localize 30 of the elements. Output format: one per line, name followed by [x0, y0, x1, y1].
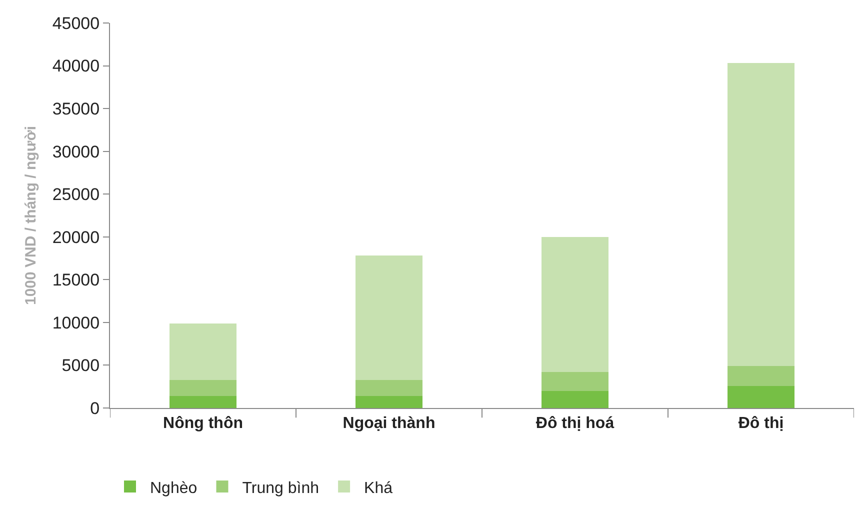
- bar: [542, 372, 608, 391]
- bar: [356, 256, 422, 380]
- legend-label: Nghèo: [150, 480, 198, 497]
- x-tick-label: Đô thị hoá: [536, 415, 614, 432]
- bar: [728, 366, 794, 386]
- x-tick-label: Đô thị: [738, 415, 784, 432]
- bar: [728, 63, 794, 366]
- bar: [542, 390, 608, 408]
- x-tick-label: Ngoại thành: [342, 415, 436, 432]
- legend-label: Trung bình: [242, 480, 320, 497]
- legend-label: Khá: [364, 480, 393, 497]
- bar: [170, 396, 236, 408]
- y-tick-label: 20000: [52, 228, 100, 247]
- y-tick-label: 0: [90, 398, 100, 418]
- y-tick-label: 5000: [62, 356, 100, 376]
- y-tick-label: 15000: [52, 270, 100, 290]
- y-tick-label: 30000: [52, 142, 100, 162]
- y-tick-label: 10000: [52, 313, 100, 332]
- x-tick-label: Nông thôn: [163, 415, 243, 432]
- bar: [728, 386, 794, 408]
- y-tick-label: 40000: [52, 56, 100, 76]
- bar: [170, 380, 236, 396]
- bar: [356, 396, 422, 408]
- bar: [542, 236, 608, 372]
- y-tick-label: 35000: [52, 100, 100, 119]
- bar: [356, 380, 422, 396]
- bar: [170, 323, 236, 380]
- y-tick-label: 25000: [52, 185, 100, 204]
- y-axis-title: 1000 VND / tháng / người: [22, 126, 40, 306]
- y-tick-label: 45000: [52, 14, 100, 33]
